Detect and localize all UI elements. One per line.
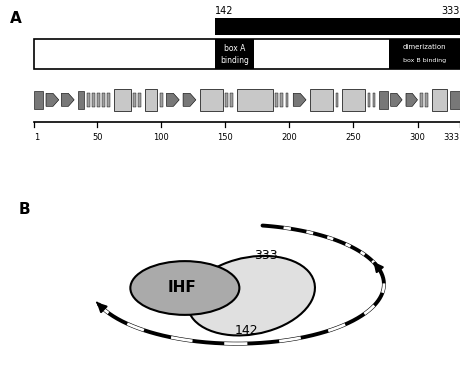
Bar — [310, 89, 333, 111]
Text: 50: 50 — [92, 133, 102, 142]
Text: box B binding: box B binding — [403, 58, 446, 63]
Polygon shape — [166, 93, 179, 106]
Bar — [373, 93, 375, 106]
Bar — [285, 93, 288, 106]
Bar — [215, 18, 460, 35]
Bar — [35, 91, 44, 109]
Bar — [108, 93, 110, 106]
Polygon shape — [406, 93, 418, 106]
Bar — [133, 93, 136, 106]
Bar — [432, 89, 447, 111]
Text: 142: 142 — [215, 6, 234, 16]
Bar — [367, 93, 370, 106]
Bar — [230, 93, 233, 106]
Text: 200: 200 — [282, 133, 297, 142]
Bar — [281, 93, 283, 106]
Text: B: B — [19, 202, 31, 217]
Text: 333: 333 — [254, 249, 277, 262]
Bar — [200, 89, 223, 111]
Bar — [449, 91, 460, 109]
Bar — [237, 89, 273, 111]
Bar — [225, 93, 228, 106]
Polygon shape — [61, 93, 74, 106]
Text: binding: binding — [220, 56, 249, 65]
Text: 100: 100 — [154, 133, 169, 142]
Text: 142: 142 — [235, 324, 258, 337]
Text: A: A — [10, 12, 22, 26]
Text: 250: 250 — [346, 133, 361, 142]
Bar — [92, 93, 95, 106]
Text: 333: 333 — [441, 6, 460, 16]
Text: 300: 300 — [410, 133, 426, 142]
Bar — [78, 91, 84, 109]
Polygon shape — [391, 93, 402, 106]
Bar — [160, 93, 163, 106]
Bar — [114, 89, 130, 111]
Ellipse shape — [130, 261, 239, 315]
Bar — [215, 39, 254, 68]
Ellipse shape — [188, 256, 315, 336]
Bar — [420, 93, 423, 106]
Text: dimerization: dimerization — [403, 44, 447, 50]
Bar — [275, 93, 278, 106]
Polygon shape — [293, 93, 306, 106]
Bar — [425, 93, 428, 106]
Bar — [389, 39, 460, 68]
Bar — [87, 93, 90, 106]
Text: box A: box A — [224, 44, 245, 53]
Text: IHF: IHF — [168, 280, 197, 296]
Bar — [97, 93, 100, 106]
Polygon shape — [183, 93, 196, 106]
Text: 1: 1 — [35, 133, 40, 142]
Bar — [138, 93, 141, 106]
Text: 333: 333 — [444, 133, 460, 142]
Polygon shape — [46, 93, 59, 106]
Bar — [342, 89, 365, 111]
Bar — [145, 89, 157, 111]
Bar — [102, 93, 105, 106]
Bar — [35, 39, 460, 68]
Bar — [336, 93, 338, 106]
Bar — [379, 91, 388, 109]
Text: 150: 150 — [218, 133, 233, 142]
